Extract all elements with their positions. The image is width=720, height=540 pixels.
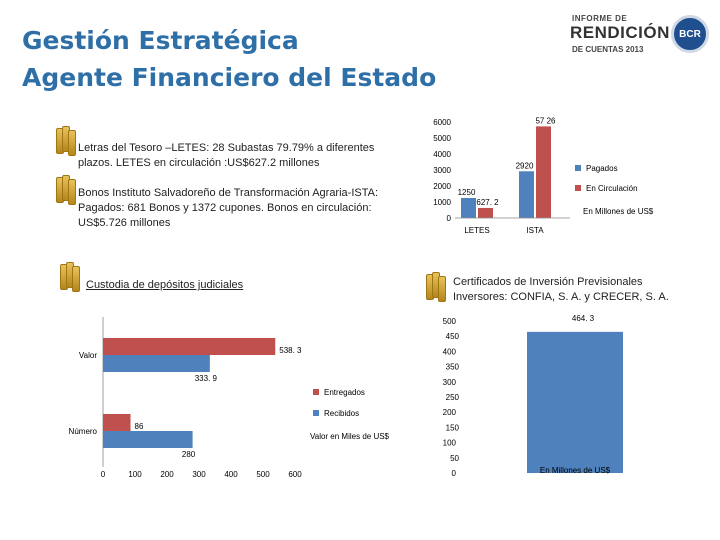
legend-swatch	[575, 185, 581, 191]
y-tick-label: 400	[443, 347, 457, 356]
x-tick-label: 200	[160, 470, 174, 479]
chart-custodia: 0 100 200 300 400 500 600 Número 86 280 Valor 538. …	[69, 317, 390, 479]
y-tick-label: 350	[446, 363, 460, 372]
coins-icon	[60, 262, 80, 292]
chart-note: En Millones de US$	[540, 466, 611, 475]
legend-swatch	[313, 410, 319, 416]
y-tick-label: 300	[443, 378, 457, 387]
coins-icon	[56, 175, 76, 205]
y-tick-label: Número	[69, 427, 98, 436]
y-tick-label: 4000	[433, 150, 451, 159]
coins-icon	[426, 272, 446, 302]
bullet-custodia: Custodia de depósitos judiciales	[86, 279, 244, 291]
chart-note: En Millones de US$	[583, 207, 654, 216]
bar-en-circulación	[478, 207, 493, 218]
bar-pagados	[461, 198, 476, 218]
bar-pagados	[519, 171, 534, 218]
y-tick-label: 0	[452, 469, 457, 478]
y-tick-label: 3000	[433, 166, 451, 175]
legend-label: Entregados	[324, 388, 365, 397]
y-tick-label: 0	[447, 214, 452, 223]
page-title: Gestión Estratégica	[22, 26, 299, 55]
logo-line3: DE CUENTAS 2013	[572, 45, 644, 54]
page-subtitle: Agente Financiero del Estado	[22, 63, 437, 92]
x-tick-label: 0	[101, 470, 106, 479]
y-tick-label: 150	[446, 423, 460, 432]
bar-recibidos	[103, 431, 193, 448]
data-label: 57 26	[535, 116, 556, 125]
x-tick-label: ISTA	[526, 226, 544, 235]
data-label: 333. 9	[195, 374, 218, 383]
coins-icon	[56, 126, 76, 156]
data-label: 538. 3	[279, 346, 302, 355]
legend-label: Recibidos	[324, 409, 359, 418]
bar-entregados	[103, 414, 131, 431]
data-label: 2920	[516, 161, 534, 170]
logo-line2: RENDICIÓN	[570, 23, 670, 42]
y-tick-label: 5000	[433, 134, 451, 143]
data-label: 1250	[458, 188, 476, 197]
bullet-letes: Letras del Tesoro –LETES: 28 Subastas 79…	[78, 142, 375, 169]
legend-swatch	[313, 389, 319, 395]
legend-label: Pagados	[586, 164, 618, 173]
y-tick-label: 50	[450, 454, 459, 463]
data-label: 627. 2	[476, 198, 499, 207]
data-label: 280	[182, 450, 196, 459]
y-tick-label: 450	[446, 332, 460, 341]
y-tick-label: 250	[446, 393, 460, 402]
bar-entregados	[103, 338, 276, 355]
y-tick-label: 6000	[433, 118, 451, 127]
data-label: 464. 3	[572, 314, 595, 323]
bullet-ista: Bonos Instituto Salvadoreño de Transform…	[78, 187, 379, 229]
y-tick-label: Valor	[79, 351, 97, 360]
legend-label: En Circulación	[586, 184, 638, 193]
y-tick-label: 500	[443, 317, 457, 326]
x-tick-label: 400	[224, 470, 238, 479]
bar-en-circulación	[536, 126, 551, 218]
bar-certificados	[527, 331, 623, 473]
x-tick-label: 100	[128, 470, 142, 479]
bar-recibidos	[103, 355, 210, 372]
y-tick-label: 1000	[433, 198, 451, 207]
data-label: 86	[135, 422, 144, 431]
chart-note: Valor en Miles de US$	[310, 432, 390, 441]
bullet-certificados: Certificados de Inversión Previsionales …	[453, 276, 669, 303]
legend-swatch	[575, 165, 581, 171]
y-tick-label: 100	[443, 439, 457, 448]
x-tick-label: 600	[288, 470, 302, 479]
x-tick-label: 300	[192, 470, 206, 479]
rendicion-logo: INFORME DE RENDICIÓN DE CUENTAS 2013 BCR	[566, 10, 711, 60]
x-tick-label: 500	[256, 470, 270, 479]
y-tick-label: 2000	[433, 182, 451, 191]
y-tick-label: 200	[443, 408, 457, 417]
bcr-seal-icon: BCR	[671, 15, 709, 53]
x-tick-label: LETES	[464, 226, 489, 235]
logo-line1: INFORME DE	[572, 14, 628, 23]
chart-certificados: 0 50 100 150 200 250 300 350 400 450 500 464. 3 En M…	[443, 314, 623, 478]
